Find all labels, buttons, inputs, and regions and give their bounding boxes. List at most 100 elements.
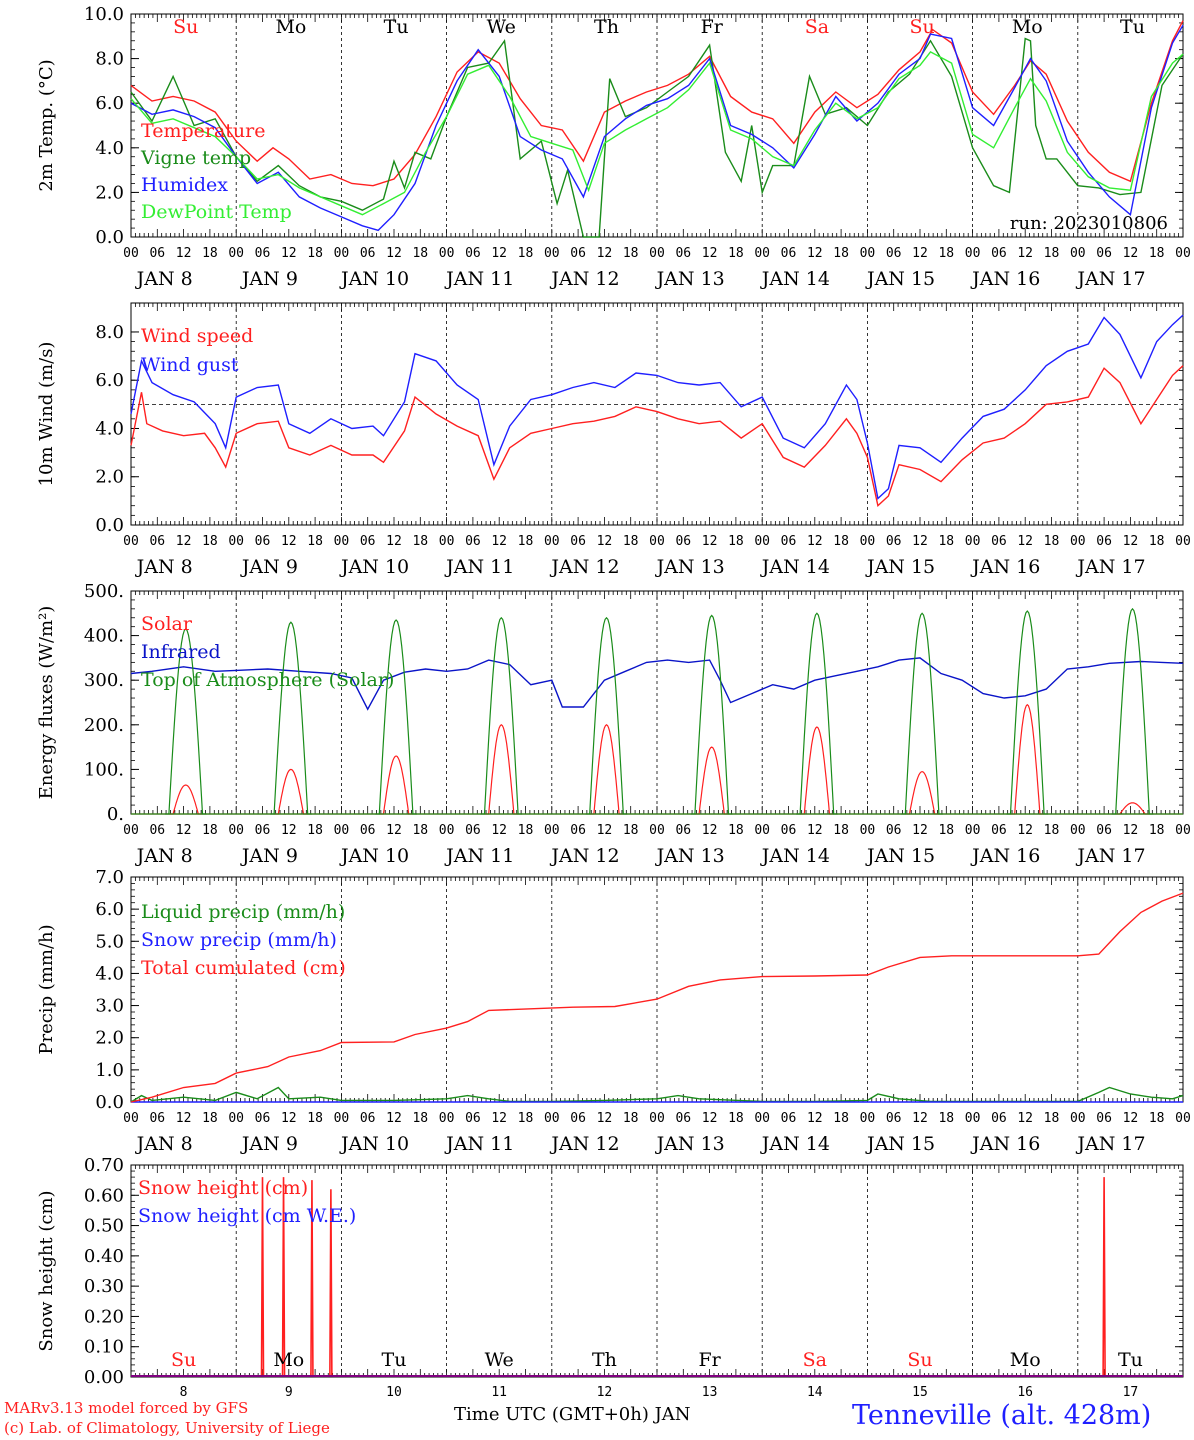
hour-tick-label: 06 — [360, 246, 376, 261]
hour-tick-label: 00 — [228, 534, 244, 549]
weekday-label: We — [485, 1349, 514, 1371]
hour-tick-label: 00 — [1070, 1111, 1086, 1126]
hour-tick-label: 12 — [597, 1111, 613, 1126]
daily-curve — [270, 621, 312, 815]
daily-curve — [1115, 802, 1150, 815]
legend-entry: Snow height (cm) — [138, 1177, 308, 1199]
hour-tick-label: 18 — [412, 823, 428, 838]
date-label: JAN 15 — [865, 556, 935, 578]
hour-tick-label: 12 — [491, 246, 507, 261]
hour-tick-label: 00 — [544, 534, 560, 549]
hour-tick-label: 00 — [123, 1111, 139, 1126]
date-label: JAN 10 — [339, 845, 409, 867]
hour-tick-label: 00 — [860, 534, 876, 549]
hour-tick-label: 12 — [491, 534, 507, 549]
hour-tick-label: 06 — [149, 246, 165, 261]
hour-tick-label: 06 — [886, 823, 902, 838]
hour-tick-label: 00 — [228, 823, 244, 838]
hour-tick-label: 18 — [518, 246, 534, 261]
series-line — [130, 657, 1184, 711]
hour-tick-label: 06 — [1096, 246, 1112, 261]
y-tick-label: 0.00 — [84, 1367, 124, 1388]
weekday-label: Sa — [805, 16, 829, 38]
y-tick-label: 0.0 — [95, 515, 124, 536]
series-line — [130, 51, 1184, 216]
hour-tick-label: 00 — [334, 534, 350, 549]
hour-tick-label: 12 — [176, 534, 192, 549]
hour-tick-label: 18 — [833, 246, 849, 261]
y-tick-label: 0.50 — [84, 1216, 124, 1237]
hour-tick-label: 00 — [649, 534, 665, 549]
day-number: 16 — [1017, 1385, 1033, 1400]
y-tick-label: 7.0 — [95, 867, 124, 888]
hour-tick-label: 18 — [307, 823, 323, 838]
date-label: JAN 10 — [339, 556, 409, 578]
hour-tick-label: 00 — [123, 823, 139, 838]
hour-tick-label: 06 — [1096, 534, 1112, 549]
day-number: 17 — [1123, 1385, 1139, 1400]
hour-tick-label: 00 — [649, 246, 665, 261]
hour-tick-label: 06 — [675, 246, 691, 261]
hour-tick-label: 12 — [807, 534, 823, 549]
date-label: JAN 13 — [655, 1133, 725, 1155]
hour-tick-label: 18 — [1149, 534, 1165, 549]
daily-curve — [796, 612, 838, 815]
hour-tick-label: 18 — [518, 823, 534, 838]
run-label: run: 2023010806 — [1010, 213, 1168, 234]
y-tick-label: 100. — [84, 759, 124, 780]
hour-tick-label: 06 — [255, 1111, 271, 1126]
hour-tick-label: 06 — [886, 534, 902, 549]
hour-tick-label: 00 — [860, 823, 876, 838]
daily-curve — [690, 614, 733, 815]
y-tick-label: 500. — [84, 581, 124, 602]
hour-tick-label: 00 — [965, 823, 981, 838]
weekday-label: Tu — [1120, 16, 1145, 38]
weekday-label: Mo — [273, 1349, 304, 1371]
y-tick-label: 5.0 — [95, 931, 124, 952]
date-label: JAN 14 — [760, 1133, 830, 1155]
date-label: JAN 16 — [970, 556, 1040, 578]
date-label: JAN 16 — [970, 268, 1040, 290]
y-tick-label: 6.0 — [95, 899, 124, 920]
y-tick-label: 8.0 — [95, 49, 124, 70]
hour-tick-label: 00 — [965, 534, 981, 549]
hour-tick-label: 18 — [1149, 246, 1165, 261]
hour-tick-label: 18 — [623, 534, 639, 549]
hour-tick-label: 12 — [912, 823, 928, 838]
weekday-label: Tu — [382, 1349, 407, 1371]
y-tick-label: 8.0 — [95, 322, 124, 343]
hour-tick-label: 00 — [965, 1111, 981, 1126]
y-tick-label: 0.10 — [84, 1337, 124, 1358]
hour-tick-label: 00 — [228, 246, 244, 261]
date-label: JAN 11 — [444, 268, 514, 290]
y-tick-label: 6.0 — [95, 370, 124, 391]
panel-4 — [130, 876, 1184, 1103]
day-number: 13 — [702, 1385, 718, 1400]
y-tick-label: 0.0 — [95, 227, 124, 248]
hour-tick-label: 12 — [597, 246, 613, 261]
legend-entry: Snow height (cm W.E.) — [138, 1205, 356, 1227]
hour-tick-label: 06 — [465, 246, 481, 261]
y-axis-label: Snow height (cm) — [36, 1190, 57, 1351]
hour-tick-label: 18 — [412, 1111, 428, 1126]
y-tick-label: 0.70 — [84, 1155, 124, 1176]
hour-tick-label: 00 — [649, 823, 665, 838]
hour-tick-label: 12 — [1123, 246, 1139, 261]
day-number: 8 — [180, 1385, 188, 1400]
spike — [329, 1189, 333, 1378]
hour-tick-label: 18 — [307, 1111, 323, 1126]
hour-tick-label: 12 — [702, 823, 718, 838]
hour-tick-label: 12 — [1123, 534, 1139, 549]
weekday-label: Su — [907, 1349, 932, 1371]
y-tick-label: 200. — [84, 715, 124, 736]
y-axis-label: 10m Wind (m/s) — [36, 342, 57, 487]
date-label: JAN 8 — [135, 1133, 193, 1155]
hour-tick-label: 18 — [833, 823, 849, 838]
y-axis-label: Energy fluxes (W/m²) — [36, 606, 57, 800]
y-tick-label: 300. — [84, 670, 124, 691]
legend-entry: Snow precip (mm/h) — [141, 929, 337, 951]
hour-tick-label: 12 — [281, 1111, 297, 1126]
date-label: JAN 9 — [240, 556, 298, 578]
hour-tick-label: 18 — [938, 823, 954, 838]
